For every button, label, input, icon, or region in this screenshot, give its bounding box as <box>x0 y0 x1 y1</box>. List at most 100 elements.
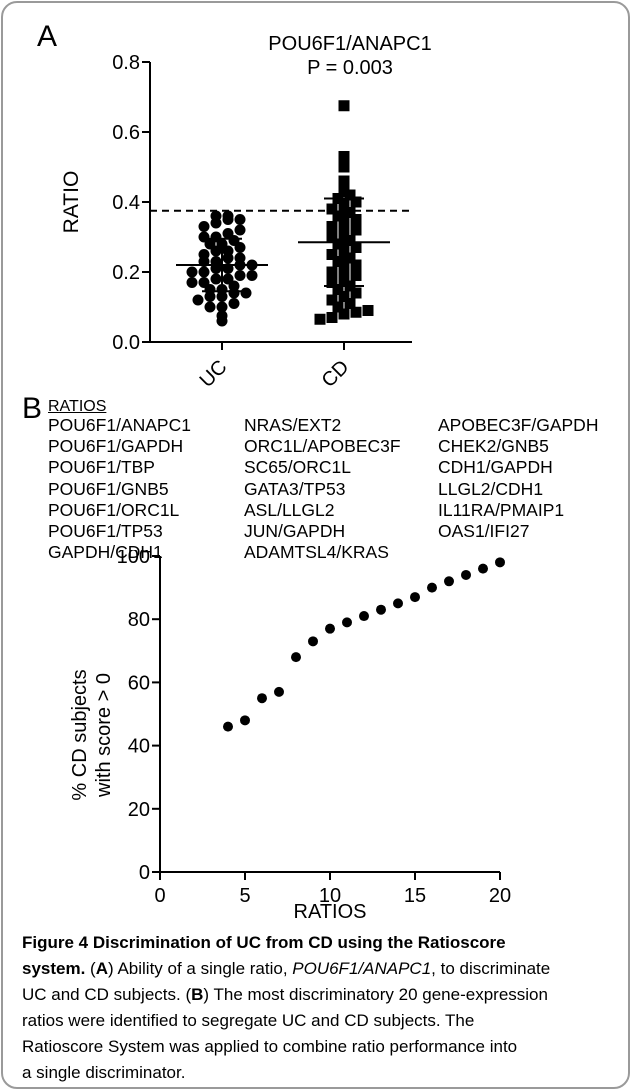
uc-point <box>240 287 252 299</box>
y-tick-label: 40 <box>128 736 150 758</box>
caption-a-text-2: , to discriminate <box>431 959 551 978</box>
y-tick-label: 100 <box>117 550 150 568</box>
ratio-item: JUN/GAPDH <box>244 521 346 542</box>
data-point <box>393 598 403 609</box>
cd-point <box>332 301 344 313</box>
y-tick-label: 0.6 <box>112 122 140 144</box>
x-tick-label: 20 <box>489 885 511 907</box>
caption-line-5: Ratioscore System was applied to combine… <box>22 1037 518 1056</box>
y-tick-label: 0.0 <box>112 332 140 354</box>
uc-point <box>210 231 222 243</box>
uc-point <box>246 270 258 281</box>
caption-a-italic: POU6F1/ANAPC1 <box>292 959 432 978</box>
x-tick-label: UC <box>196 356 232 392</box>
ratio-item: ASL/LLGL2 <box>244 499 335 520</box>
y-tick-label: 80 <box>128 609 150 631</box>
caption-line-4: ratios were identified to segregate UC a… <box>22 1011 475 1030</box>
x-tick-label: 10 <box>319 885 341 907</box>
data-point <box>291 652 301 663</box>
cd-point <box>350 270 362 281</box>
uc-point <box>216 310 228 322</box>
chart-subtitle: P = 0.003 <box>307 57 393 79</box>
cd-point <box>326 294 338 306</box>
caption-a-line2: UC and CD subjects. ( <box>22 985 192 1004</box>
x-tick-label: CD <box>318 356 354 392</box>
caption-b-text: ) The most discriminatory 20 gene-expres… <box>203 985 548 1004</box>
ratio-item: GATA3/TP53 <box>244 478 346 499</box>
uc-point <box>234 252 246 264</box>
cd-point <box>326 266 338 278</box>
caption-fig-label: Figure 4 <box>22 933 89 952</box>
cd-point <box>350 214 362 225</box>
caption-a-text-1: Ability of a single ratio, <box>113 959 293 978</box>
y-axis-label-line1: % CD subjects <box>69 669 91 800</box>
y-tick-label: 0 <box>139 862 150 884</box>
data-point <box>274 686 284 697</box>
uc-point <box>186 266 198 278</box>
ratios-column-1: POU6F1/ANAPC1 POU6F1/GAPDH POU6F1/TBP POU6F… <box>48 415 191 563</box>
y-tick-label: 60 <box>128 672 150 694</box>
data-point <box>308 636 318 647</box>
data-point <box>257 693 267 704</box>
x-tick-label: 0 <box>154 885 165 907</box>
ratio-item: POU6F1/ORC1L <box>48 499 180 520</box>
cd-point <box>314 313 326 325</box>
cd-point <box>362 305 374 316</box>
ratios-column-3: APOBEC3F/GAPDH CHEK2/GNB5 CDH1/GAPDH LLGL2/… <box>438 415 598 542</box>
x-tick-label: 15 <box>404 885 426 907</box>
uc-point <box>198 266 210 278</box>
ratio-item: ADAMTSL4/KRAS <box>244 542 389 563</box>
uc-point <box>234 224 246 236</box>
uc-point <box>234 270 246 281</box>
cd-point <box>326 231 338 243</box>
y-tick-label: 0.2 <box>112 262 140 284</box>
ratio-item: POU6F1/TBP <box>48 457 155 478</box>
cd-point <box>344 298 356 309</box>
uc-point <box>192 294 204 306</box>
cd-point <box>344 252 356 264</box>
cd-point <box>350 306 362 318</box>
cd-point <box>326 312 338 323</box>
cd-point <box>350 242 362 253</box>
cd-point <box>326 249 338 260</box>
ratios-column-2: NRAS/EXT2 ORC1L/APOBEC3F SC65/ORC1L GATA3/T… <box>244 415 401 563</box>
cd-point <box>332 256 344 267</box>
ratio-item: POU6F1/GNB5 <box>48 478 169 499</box>
y-tick-label: 0.8 <box>112 52 140 74</box>
y-tick-label: 0.4 <box>112 192 140 214</box>
caption-fig-title: Discrimination of UC from CD using the R… <box>88 933 506 952</box>
x-axis-label: RATIOS <box>294 901 367 920</box>
cd-point <box>350 259 362 271</box>
ratios-scatter-chart: 0 20 40 60 80 100 0 5 10 15 20 RATIOS % CD subjects w… <box>69 550 511 920</box>
data-point <box>240 715 250 726</box>
uc-point <box>186 277 198 288</box>
cd-point <box>326 203 338 215</box>
uc-point <box>222 228 234 239</box>
ratio-item: LLGL2/CDH1 <box>438 478 544 499</box>
data-point <box>359 611 369 622</box>
cd-point <box>338 291 350 302</box>
cd-point <box>338 175 350 187</box>
uc-point <box>216 301 228 313</box>
uc-point <box>210 273 222 285</box>
ratio-item: CHEK2/GNB5 <box>438 436 549 457</box>
y-axis-label-line2: with score > 0 <box>93 673 115 798</box>
figure-caption: Figure 4 Discrimination of UC from CD us… <box>22 930 617 1086</box>
cd-point <box>350 196 362 208</box>
ratios-list: RATIOS POU6F1/ANAPC1 POU6F1/GAPDH POU6F1/T… <box>48 396 618 562</box>
y-tick-label: 20 <box>128 799 150 821</box>
ratio-item: POU6F1/GAPDH <box>48 436 184 457</box>
caption-line-6: a single discriminator. <box>22 1063 186 1082</box>
uc-point <box>228 298 240 309</box>
uc-point <box>222 210 234 222</box>
uc-point <box>198 231 210 243</box>
uc-point <box>198 277 210 288</box>
cd-point <box>344 207 356 218</box>
uc-point <box>234 214 246 225</box>
cd-point <box>326 277 338 288</box>
data-point <box>376 604 386 615</box>
cd-point <box>350 224 362 236</box>
panel-a-letter: A <box>37 20 58 53</box>
